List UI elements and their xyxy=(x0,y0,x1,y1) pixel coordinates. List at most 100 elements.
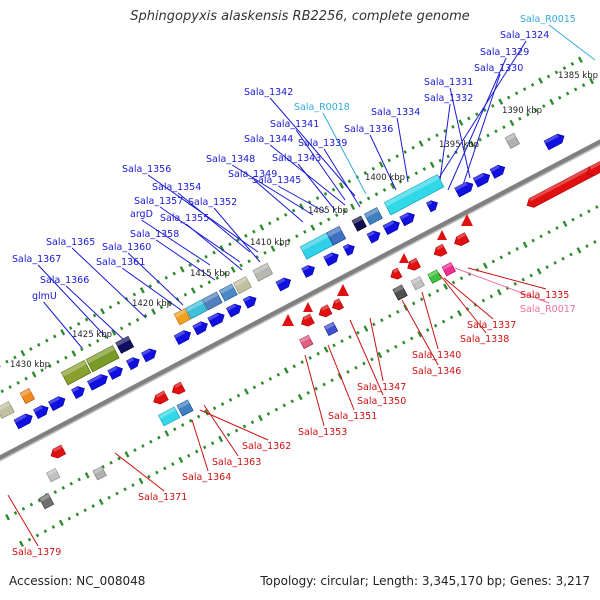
track-tick xyxy=(538,77,544,84)
feature-box xyxy=(38,493,55,510)
track-tick xyxy=(347,179,352,184)
label-leader-line xyxy=(203,404,239,457)
forward-gene-label: Sala_1345 xyxy=(252,175,301,186)
track-tick xyxy=(515,247,519,251)
track-tick xyxy=(16,380,20,385)
track-tick xyxy=(496,289,502,296)
track-tick xyxy=(549,98,555,106)
track-tick xyxy=(133,448,137,453)
track-tick xyxy=(396,309,400,314)
track-tick xyxy=(332,343,336,348)
forward-gene-arrow xyxy=(489,164,506,179)
track-tick xyxy=(119,326,124,331)
track-tick xyxy=(371,166,376,171)
forward-gene-label: Sala_1361 xyxy=(96,257,145,268)
track-tick xyxy=(547,230,551,235)
track-tick xyxy=(316,351,320,356)
track-tick xyxy=(291,208,296,213)
track-tick xyxy=(565,91,570,96)
track-tick xyxy=(75,512,80,517)
track-tick xyxy=(595,205,599,209)
feature-box xyxy=(202,291,223,311)
track-tick xyxy=(386,349,390,353)
track-tick xyxy=(553,261,557,265)
reverse-gene-arrow xyxy=(331,298,344,311)
track-tick xyxy=(196,414,201,419)
track-tick xyxy=(382,188,387,192)
track-tick xyxy=(115,491,119,496)
track-tick xyxy=(255,255,259,259)
label-leader-line xyxy=(435,269,487,334)
track-tick xyxy=(0,389,4,394)
track-tick xyxy=(96,339,100,343)
track-tick xyxy=(334,213,339,218)
label-leader-line xyxy=(369,317,384,382)
feature-box xyxy=(60,360,92,386)
track-tick xyxy=(69,481,73,486)
track-tick xyxy=(562,220,568,228)
track-tick xyxy=(489,294,494,299)
kbp-tick-label: 1420 kbp xyxy=(132,299,172,309)
track-tick xyxy=(287,238,291,243)
track-tick xyxy=(427,293,432,297)
track-tick xyxy=(425,328,430,332)
label-leader-line xyxy=(297,163,336,211)
track-tick xyxy=(395,154,399,159)
track-tick xyxy=(77,477,81,482)
track-tick xyxy=(518,116,522,121)
track-tick xyxy=(446,154,450,159)
track-tick xyxy=(37,498,42,503)
track-tick xyxy=(443,283,449,290)
track-tick xyxy=(576,247,582,254)
track-tick xyxy=(250,420,255,425)
track-tick xyxy=(491,259,496,264)
track-tick xyxy=(71,350,77,357)
feature-box xyxy=(351,215,367,232)
track-tick xyxy=(342,209,347,213)
forward-gene-arrow xyxy=(71,386,85,400)
reverse-gene-label: Sala_1337 xyxy=(467,320,516,331)
track-tick xyxy=(84,472,90,479)
label-leader-line xyxy=(177,192,251,253)
track-tick xyxy=(29,347,33,351)
track-tick xyxy=(435,288,440,293)
track-tick xyxy=(215,276,219,280)
track-tick xyxy=(91,504,95,508)
track-tick xyxy=(499,255,504,260)
track-tick xyxy=(124,451,130,458)
track-tick xyxy=(234,428,239,433)
track-tick xyxy=(411,145,415,150)
track-tick xyxy=(530,83,535,87)
kbp-tick-label: 1390 kbp xyxy=(502,106,542,116)
track-tick xyxy=(268,221,272,226)
track-tick xyxy=(545,265,549,269)
forward-gene-label: Sala_1357 xyxy=(134,196,183,207)
label-leader-line xyxy=(548,24,596,61)
track-tick xyxy=(163,466,167,471)
track-tick xyxy=(331,187,336,192)
feature-box xyxy=(504,132,520,149)
track-tick xyxy=(417,330,423,338)
label-leader-line xyxy=(396,117,409,183)
track-tick xyxy=(314,386,318,391)
track-tick xyxy=(67,516,72,521)
feature-box xyxy=(218,283,238,302)
feature-box xyxy=(252,262,274,282)
label-leader-line xyxy=(231,164,314,216)
track-tick xyxy=(274,407,279,412)
track-tick xyxy=(522,87,527,91)
track-tick xyxy=(362,361,366,366)
gene-marker xyxy=(303,302,313,312)
forward-gene-label: Sala_1339 xyxy=(298,138,347,149)
track-tick xyxy=(581,83,586,88)
track-tick xyxy=(310,224,316,231)
track-tick xyxy=(283,367,289,374)
track-tick xyxy=(457,310,462,317)
track-tick xyxy=(326,217,331,222)
track-tick xyxy=(531,238,535,243)
reverse-gene-arrow xyxy=(171,381,186,395)
track-tick xyxy=(135,318,140,322)
track-tick xyxy=(323,192,328,196)
forward-gene-label: Sala_1367 xyxy=(12,254,61,265)
kbp-tick-label: 1405 kbp xyxy=(308,206,348,216)
